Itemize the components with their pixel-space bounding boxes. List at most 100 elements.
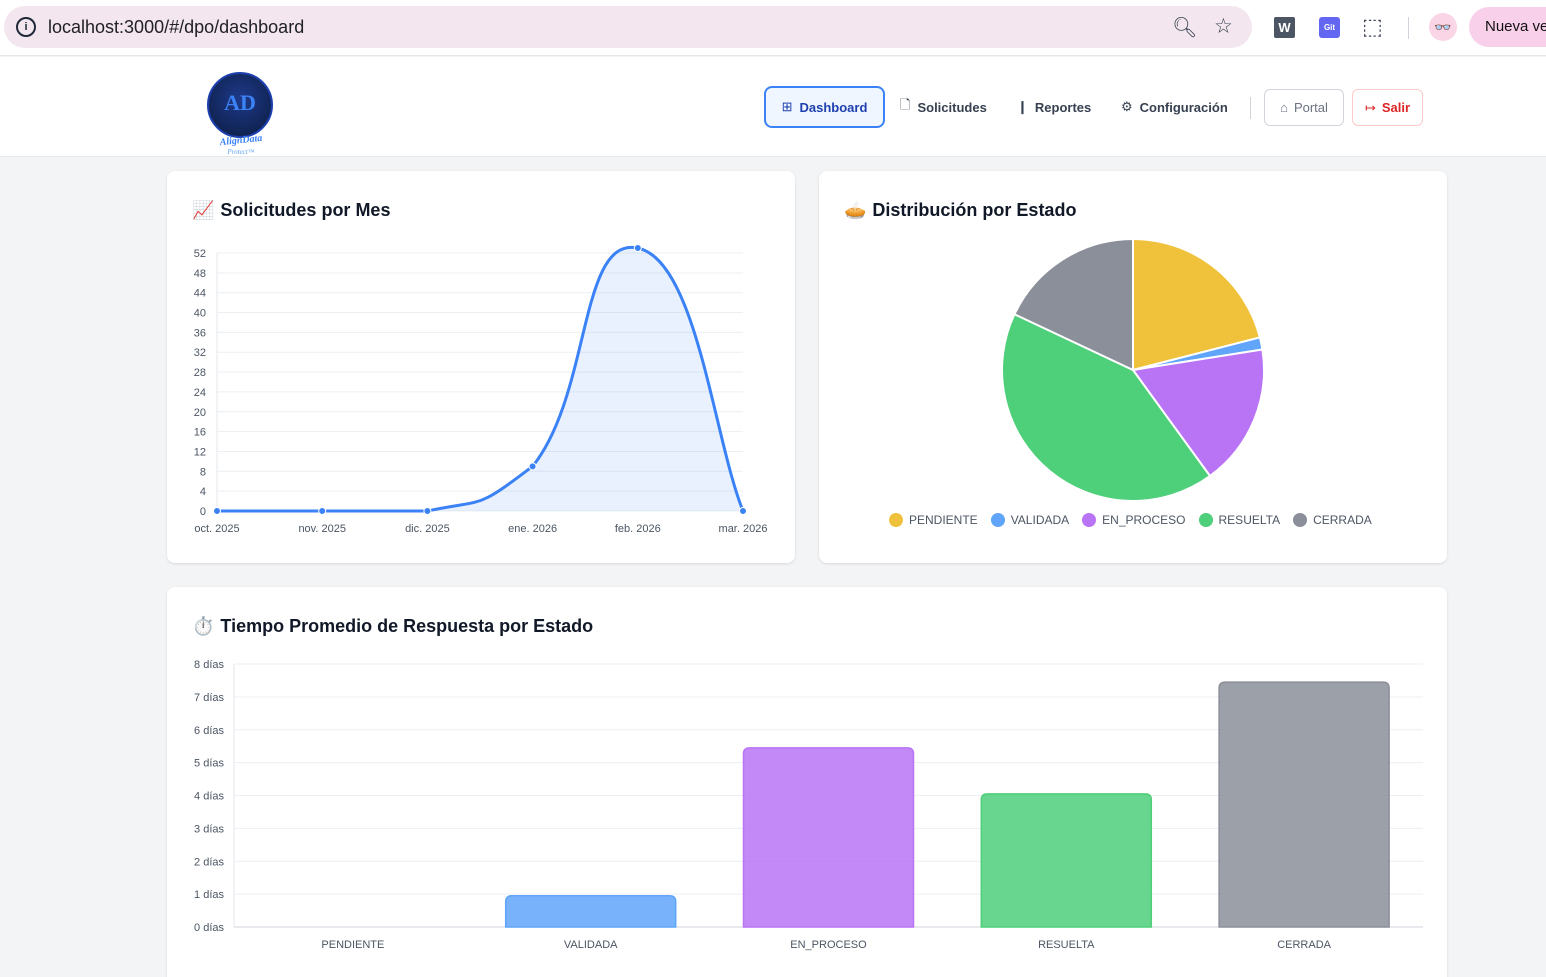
bar-chart-icon: ❙ <box>1017 99 1028 114</box>
x-tick-label: PENDIENTE <box>321 939 384 951</box>
line-chart-card: 📈 Solicitudes por Mes 0 4 8 12 16 20 24 28 32 36 40… <box>167 171 795 563</box>
toolbar-divider <box>1408 17 1409 39</box>
x-tick-label: dic. 2025 <box>405 523 450 535</box>
bar-chart[interactable]: 0 días 1 días 2 días 3 días 4 días 5 días 6 dí… <box>167 587 1447 977</box>
y-tick-label: 40 <box>194 308 206 320</box>
logo-subtitle-2: Protect™ <box>227 148 255 156</box>
legend-item[interactable]: CERRADA <box>1293 513 1372 527</box>
legend-swatch <box>990 513 1005 527</box>
legend-label: VALIDADA <box>1010 513 1070 527</box>
pie-slice <box>1131 348 1265 478</box>
nav-dashboard[interactable]: ⊞ Dashboard <box>764 86 885 128</box>
legend-item[interactable]: VALIDADA <box>990 513 1070 527</box>
extensions-puzzle-icon[interactable]: ⬚ <box>1362 14 1383 39</box>
nav-configuracion-label: Configuración <box>1139 99 1228 115</box>
y-tick-label: 0 <box>200 506 206 518</box>
site-info-icon[interactable]: i <box>16 17 36 37</box>
nav-reportes[interactable]: ❙ Reportes <box>1017 86 1091 128</box>
pie-chart[interactable] <box>819 171 1447 563</box>
y-tick-label: 1 días <box>194 889 224 901</box>
y-tick-label: 12 <box>194 446 206 458</box>
salir-label: Salir <box>1381 100 1411 115</box>
legend-item[interactable]: PENDIENTE <box>889 513 978 527</box>
app-header: AD AlignData Protect™ ⊞ Dashboard 🗋 Soli… <box>0 57 1546 157</box>
x-tick-label: mar. 2026 <box>719 523 768 535</box>
legend-swatch <box>889 513 903 527</box>
nav-configuracion[interactable]: ⚙ Configuración <box>1121 86 1228 128</box>
logout-icon: ↦ <box>1364 99 1376 115</box>
line-area-fill <box>217 247 743 511</box>
logo-subtitle: AlignData <box>219 132 263 149</box>
y-tick-label: 6 días <box>194 725 224 737</box>
header-divider <box>1250 97 1251 119</box>
bar-chart-title-text: Tiempo Promedio de Respuesta por Estado <box>220 616 594 636</box>
line-point <box>213 507 221 515</box>
pie-slice <box>1132 237 1262 372</box>
extension-git-icon[interactable]: Git <box>1319 17 1340 38</box>
bar <box>1218 681 1390 928</box>
portal-label: Portal <box>1293 100 1328 115</box>
logout-button[interactable]: ↦ Salir <box>1352 89 1423 126</box>
x-tick-label: nov. 2025 <box>298 523 346 535</box>
line-chart-title-text: Solicitudes por Mes <box>220 200 391 220</box>
app-logo[interactable]: AD <box>207 72 273 138</box>
legend-swatch <box>1198 513 1213 527</box>
pie-legend: PENDIENTE VALIDADA EN_PROCESO RESUELTA CERRA… <box>889 513 1372 527</box>
pie-slice <box>1013 237 1134 372</box>
profile-avatar-icon[interactable]: 👓 <box>1429 13 1457 41</box>
legend-label: EN_PROCESO <box>1102 513 1186 527</box>
y-tick-label: 48 <box>194 268 206 280</box>
pie-chart-title-text: Distribución por Estado <box>872 200 1077 220</box>
line-point <box>528 462 537 471</box>
logo-text: AD <box>224 90 256 115</box>
y-tick-label: 2 días <box>194 856 224 868</box>
nav-solicitudes-label: Solicitudes <box>917 99 987 115</box>
address-bar[interactable]: i localhost:3000/#/dpo/dashboard 🔍︎ ☆ <box>4 6 1252 48</box>
legend-label: CERRADA <box>1313 513 1372 527</box>
extension-w-icon[interactable]: W <box>1274 17 1295 38</box>
browser-toolbar: i localhost:3000/#/dpo/dashboard 🔍︎ ☆ W … <box>0 0 1546 56</box>
y-tick-label: 0 días <box>194 922 224 934</box>
y-tick-label: 3 días <box>194 823 224 835</box>
stopwatch-icon: ⏱️ <box>192 616 215 636</box>
y-tick-label: 5 días <box>194 758 224 770</box>
chart-up-icon: 📈 <box>192 200 215 220</box>
x-tick-label: feb. 2026 <box>615 523 661 535</box>
legend-item[interactable]: RESUELTA <box>1198 513 1281 527</box>
y-tick-label: 8 días <box>194 659 224 671</box>
legend-label: RESUELTA <box>1218 513 1281 527</box>
nav-dashboard-label: Dashboard <box>799 99 868 115</box>
bar <box>504 895 677 928</box>
x-tick-label: VALIDADA <box>564 939 618 951</box>
y-tick-label: 8 <box>200 466 206 478</box>
line-chart-title: 📈 Solicitudes por Mes <box>192 200 390 221</box>
pie-chart-card: 🥧 Distribución por Estado PENDIENTE VALIDA… <box>819 171 1447 563</box>
pie-slice <box>1001 312 1212 502</box>
nav-solicitudes[interactable]: 🗋 Solicitudes <box>900 86 987 128</box>
x-tick-label: oct. 2025 <box>194 523 239 535</box>
pie-icon: 🥧 <box>844 200 867 220</box>
legend-label: PENDIENTE <box>909 513 978 527</box>
y-tick-label: 36 <box>194 327 206 339</box>
new-version-button[interactable]: Nueva ve <box>1469 7 1546 47</box>
url-text[interactable]: localhost:3000/#/dpo/dashboard <box>48 17 305 37</box>
y-tick-label: 4 días <box>194 791 224 803</box>
x-tick-label: RESUELTA <box>1038 939 1095 951</box>
grid-icon: ⊞ <box>781 99 793 114</box>
gear-icon: ⚙ <box>1121 99 1133 114</box>
bookmark-star-icon[interactable]: ☆ <box>1214 15 1233 38</box>
line-point <box>318 507 327 515</box>
zoom-icon[interactable]: 🔍︎ <box>1172 17 1198 39</box>
y-tick-label: 44 <box>194 288 206 300</box>
y-tick-label: 28 <box>194 367 206 379</box>
legend-item[interactable]: EN_PROCESO <box>1082 513 1186 527</box>
y-tick-label: 20 <box>194 407 206 419</box>
portal-button[interactable]: ⌂ Portal <box>1264 89 1344 126</box>
legend-swatch <box>1082 513 1097 527</box>
y-tick-label: 32 <box>194 347 206 359</box>
y-tick-label: 7 días <box>194 692 224 704</box>
x-tick-label: ene. 2026 <box>508 523 557 535</box>
bar-chart-title: ⏱️ Tiempo Promedio de Respuesta por Estad… <box>192 616 593 637</box>
bar-chart-card: ⏱️ Tiempo Promedio de Respuesta por Estad… <box>167 587 1447 977</box>
